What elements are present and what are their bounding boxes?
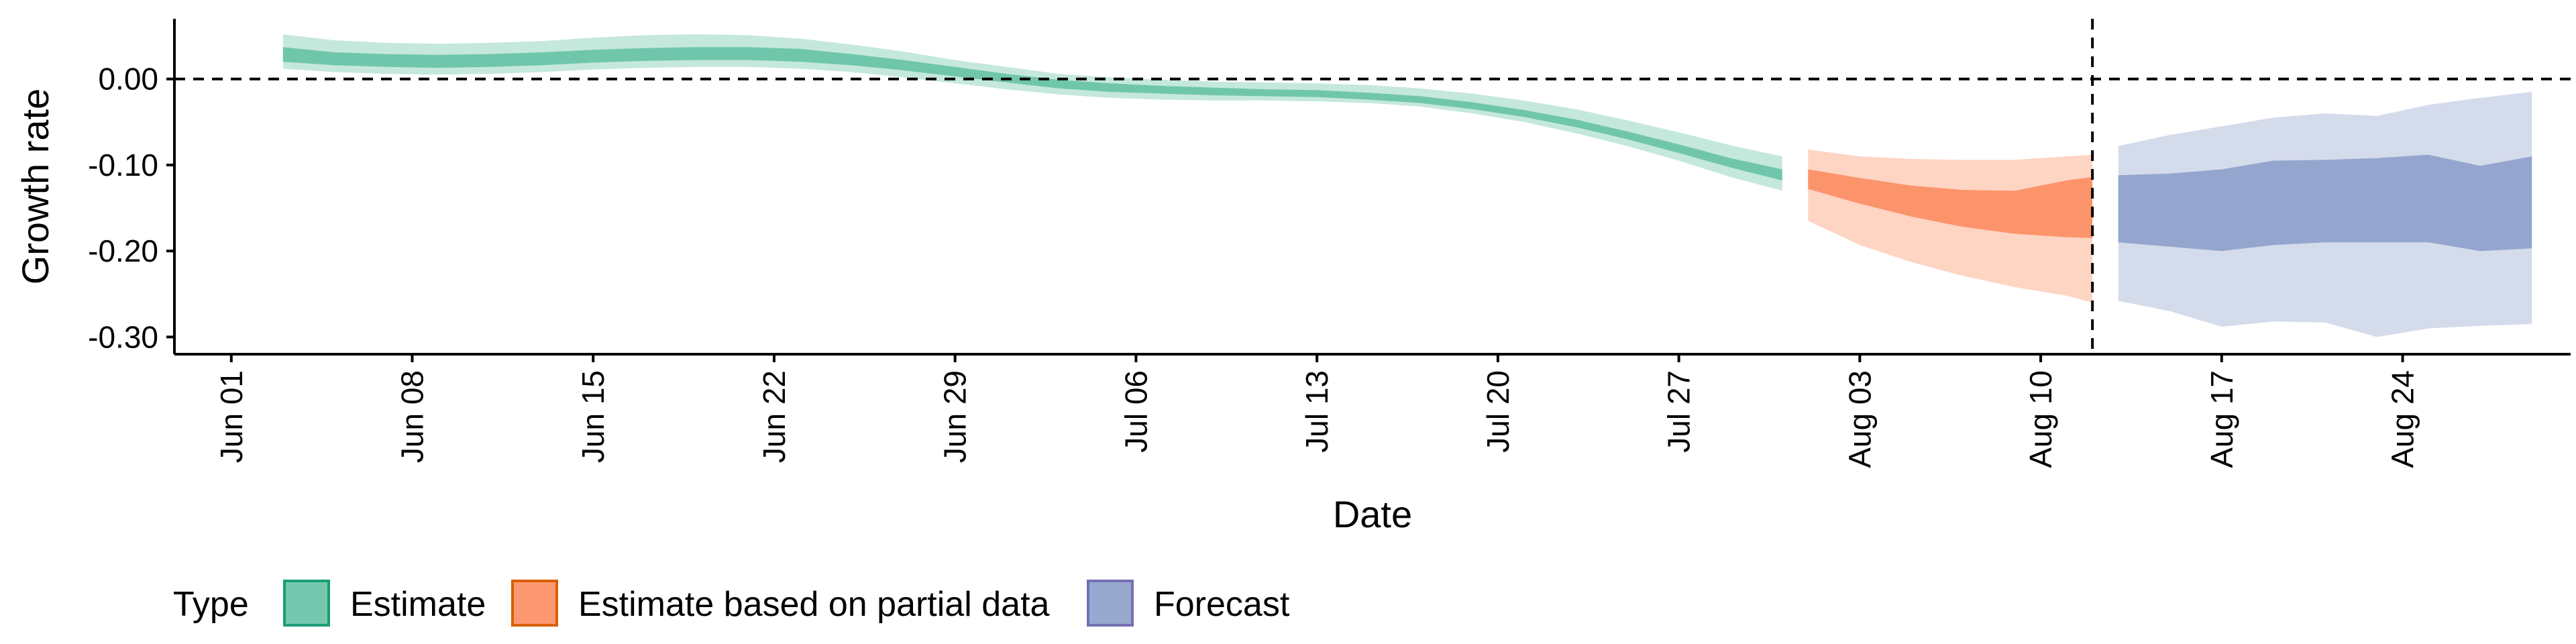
- chart-bands: [282, 34, 2532, 337]
- legend-key-forecast: [1087, 580, 1134, 627]
- x-tick-label: Aug 17: [2204, 370, 2239, 468]
- x-tick-label: Jun 29: [938, 370, 973, 463]
- y-tick-label: -0.30: [88, 319, 158, 354]
- legend-title: Type: [173, 585, 249, 624]
- y-axis-ticks: 0.00 -0.10 -0.20 -0.30: [88, 62, 174, 354]
- legend-label-estimate: Estimate: [350, 585, 486, 624]
- x-tick-label: Jun 15: [576, 370, 610, 463]
- band-outer-estimate: [282, 34, 1782, 191]
- chart-axes: [173, 19, 2571, 356]
- x-tick-label: Jun 01: [214, 370, 249, 463]
- band-inner-estimate-based-on-partial-data: [1808, 169, 2093, 238]
- y-axis-title: Growth rate: [14, 89, 56, 285]
- reference-lines: [174, 19, 2571, 354]
- legend-key-partial: [511, 580, 558, 627]
- x-tick-label: Aug 24: [2385, 370, 2420, 468]
- x-axis-title: Date: [1333, 493, 1412, 535]
- x-axis-ticks: Jun 01 Jun 08 Jun 15 Jun 22 Jun 29 Jul 06 Jul …: [214, 354, 2420, 468]
- y-tick-label: -0.10: [88, 148, 158, 182]
- band-inner-forecast: [2118, 154, 2532, 252]
- legend-label-forecast: Forecast: [1154, 585, 1290, 624]
- legend-label-partial: Estimate based on partial data: [578, 585, 1050, 624]
- y-tick-label: -0.20: [88, 233, 158, 268]
- x-tick-label: Jul 20: [1481, 370, 1515, 453]
- x-tick-label: Jun 22: [757, 370, 792, 463]
- x-tick-label: Jul 13: [1299, 370, 1334, 453]
- x-tick-label: Jul 06: [1118, 370, 1153, 453]
- y-tick-label: 0.00: [98, 62, 158, 97]
- x-tick-label: Jun 08: [395, 370, 430, 463]
- band-inner-estimate: [282, 47, 1782, 180]
- x-tick-label: Aug 10: [2023, 370, 2058, 468]
- x-tick-label: Jul 27: [1662, 370, 1697, 453]
- legend: Type Estimate Estimate based on partial …: [173, 580, 1290, 627]
- x-tick-label: Aug 03: [1842, 370, 1877, 468]
- legend-key-estimate: [283, 580, 330, 627]
